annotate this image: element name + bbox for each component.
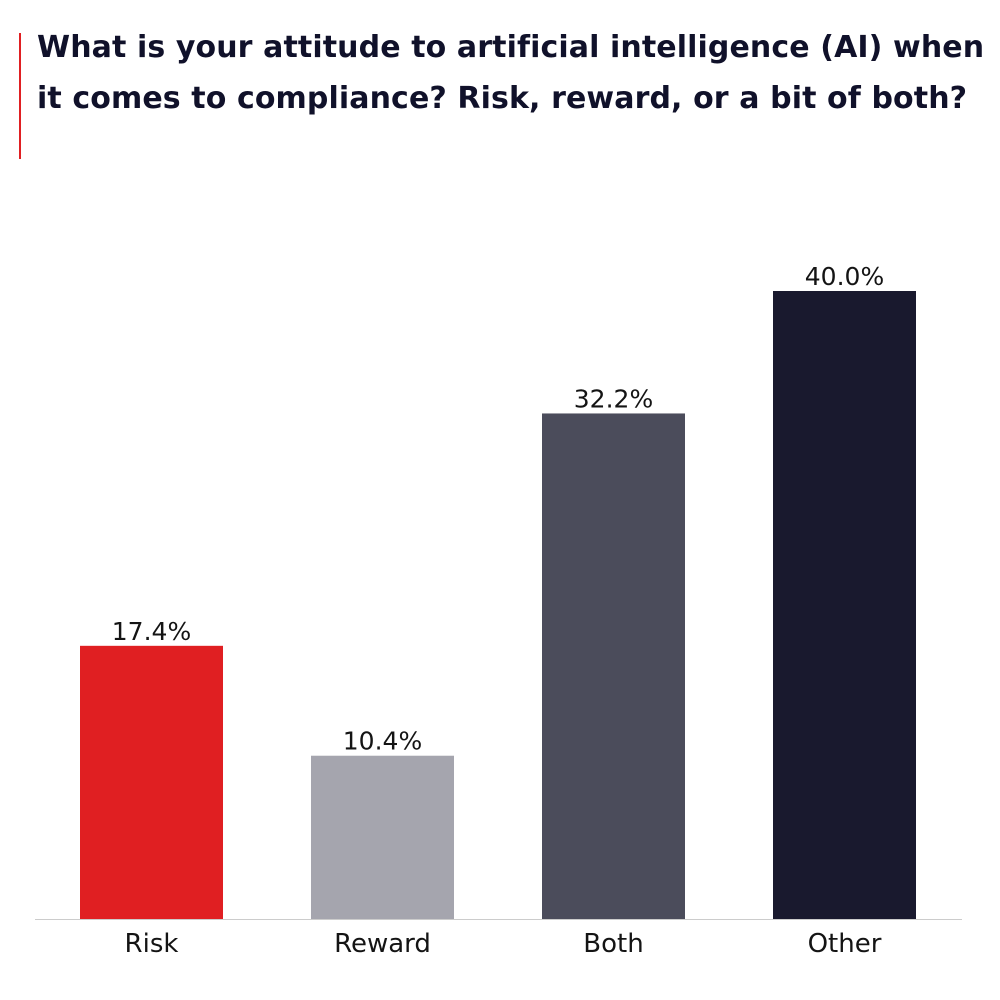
chart-title: What is your attitude to artificial inte… [37, 30, 985, 116]
value-label-other: 40.0% [805, 262, 884, 291]
value-labels-group: 17.4% 10.4% 32.2% 40.0% [112, 262, 884, 756]
x-tick-label-risk: Risk [125, 929, 179, 959]
value-label-both: 32.2% [574, 384, 653, 413]
bar-both [542, 413, 685, 919]
bar-risk [80, 645, 223, 919]
bar-other [773, 291, 916, 919]
x-tick-labels-group: Risk Reward Both Other [125, 929, 882, 959]
x-tick-label-other: Other [808, 929, 882, 959]
title-accent-bar [19, 33, 21, 159]
x-tick-label-both: Both [583, 929, 643, 959]
bars-group [80, 291, 916, 919]
bar-reward [311, 755, 454, 919]
x-tick-label-reward: Reward [334, 929, 431, 959]
value-label-reward: 10.4% [343, 727, 422, 756]
value-label-risk: 17.4% [112, 617, 191, 646]
